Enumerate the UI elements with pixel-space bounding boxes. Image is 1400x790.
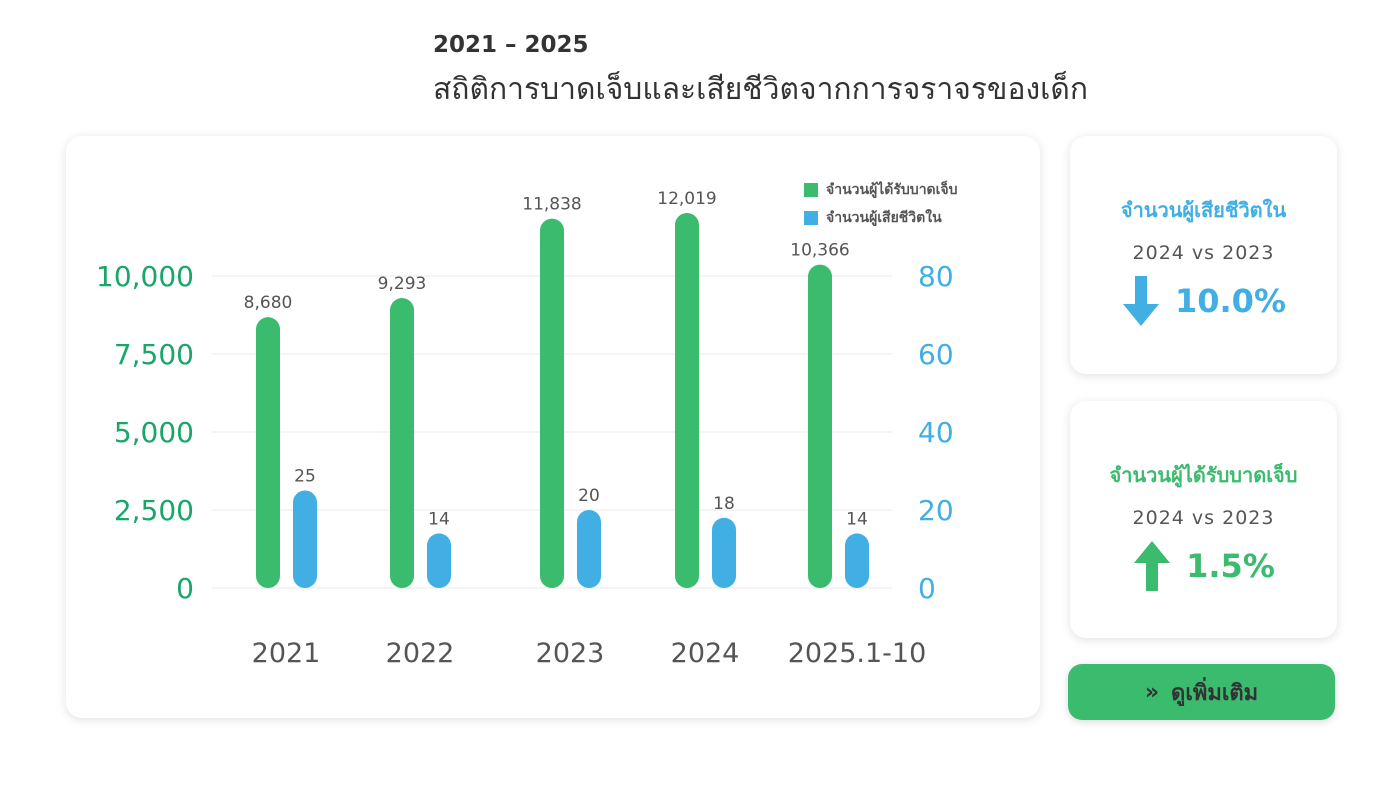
year-range: 2021 – 2025 [433, 32, 589, 58]
left-tick-label: 0 [176, 572, 194, 605]
legend-deaths: จำนวนผู้เสียชีวิตใน [804, 204, 958, 232]
x-tick-label: 2021 [252, 638, 321, 669]
x-tick-label: 2025.1-10 [788, 638, 927, 669]
see-more-button[interactable]: » ดูเพิ่มเติม [1068, 664, 1335, 720]
injured-stat-heading: จำนวนผู้ได้รับบาดเจ็บ [1109, 463, 1298, 487]
legend-injured: จำนวนผู้ได้รับบาดเจ็บ [804, 176, 958, 204]
arrow-up-icon [1134, 541, 1171, 591]
injured-bar [675, 213, 699, 588]
deaths-bar [427, 533, 451, 588]
page-title: สถิติการบาดเจ็บและเสียชีวิตจากการจราจรขอ… [433, 72, 1089, 107]
deaths-data-label: 14 [846, 509, 868, 529]
right-tick-label: 0 [918, 572, 936, 605]
deaths-bar [845, 533, 869, 588]
right-tick-label: 20 [918, 494, 954, 527]
right-tick-label: 80 [918, 260, 954, 293]
deaths-data-label: 20 [578, 486, 600, 506]
injured-bar [390, 298, 414, 588]
injured-data-label: 8,680 [244, 293, 293, 313]
injured-data-label: 10,366 [790, 241, 849, 261]
deaths-bar [577, 510, 601, 588]
arrow-down-icon [1122, 276, 1159, 326]
x-tick-label: 2024 [671, 638, 740, 669]
left-tick-label: 10,000 [96, 260, 194, 293]
deaths-stat-heading: จำนวนผู้เสียชีวิตใน [1120, 198, 1287, 222]
injured-data-label: 12,019 [657, 189, 716, 209]
deaths-bar [712, 517, 736, 588]
legend: จำนวนผู้ได้รับบาดเจ็บ จำนวนผู้เสียชีวิตใ… [804, 176, 958, 232]
injured-stat-compare: 2024 vs 2023 [1132, 507, 1275, 529]
injured-data-label: 11,838 [522, 195, 581, 215]
injured-data-label: 9,293 [378, 274, 427, 294]
injured-stat-card: จำนวนผู้ได้รับบาดเจ็บ 2024 vs 2023 1.5% [1070, 401, 1337, 638]
injured-bar [256, 317, 280, 588]
x-tick-label: 2023 [536, 638, 605, 669]
deaths-stat-compare: 2024 vs 2023 [1132, 242, 1275, 264]
injured-bar [540, 218, 564, 588]
injured-stat-value: 1.5% [1186, 547, 1275, 585]
x-tick-label: 2022 [386, 638, 455, 669]
right-tick-label: 60 [918, 338, 954, 371]
deaths-bar [293, 490, 317, 588]
left-tick-label: 7,500 [114, 338, 194, 371]
bar-chart: 0 2,500 5,000 7,500 10,000 0 20 40 60 80 2021 8,680… [96, 189, 954, 669]
deaths-stat-card: จำนวนผู้เสียชีวิตใน 2024 vs 2023 10.0% [1070, 136, 1337, 374]
left-tick-label: 2,500 [114, 494, 194, 527]
deaths-data-label: 18 [713, 494, 735, 514]
injured-bar [808, 264, 832, 588]
left-tick-label: 5,000 [114, 416, 194, 449]
deaths-stat-value: 10.0% [1174, 282, 1286, 320]
chart-card: 0 2,500 5,000 7,500 10,000 0 20 40 60 80 2021 8,680… [66, 136, 1040, 718]
right-tick-label: 40 [918, 416, 954, 449]
deaths-data-label: 14 [428, 509, 450, 529]
double-chevron-right-icon: » [1144, 679, 1160, 705]
deaths-data-label: 25 [294, 467, 316, 487]
